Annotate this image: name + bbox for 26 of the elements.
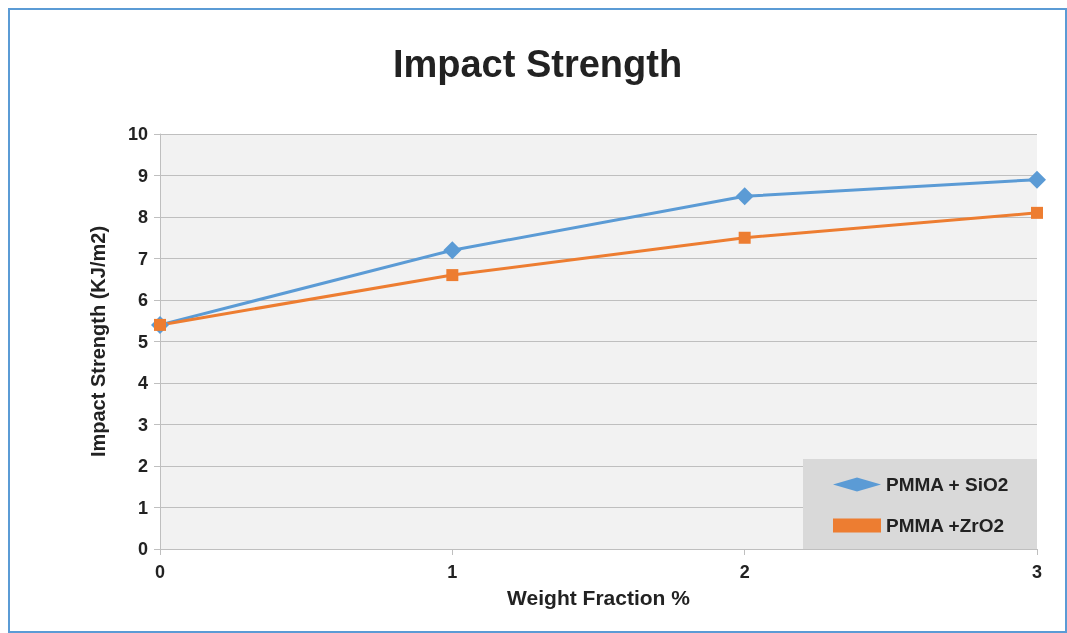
y-tick-label: 9 bbox=[137, 165, 148, 186]
y-tick-label: 4 bbox=[137, 373, 148, 393]
y-tick-label: 7 bbox=[137, 248, 148, 269]
legend-label: PMMA +ZrO2 bbox=[886, 515, 1005, 536]
point bbox=[443, 241, 462, 260]
x-tick-label: 0 bbox=[154, 562, 166, 582]
y-tick-label: 0 bbox=[137, 539, 148, 559]
y-axis-title: Impact Strength (KJ/m2) bbox=[87, 225, 109, 458]
y-tick-label: 6 bbox=[137, 290, 148, 310]
y-tick-label: 3 bbox=[137, 414, 148, 435]
x-tick-label: 1 bbox=[447, 562, 458, 582]
point bbox=[1031, 206, 1043, 219]
x-tick-label: 3 bbox=[1031, 562, 1043, 582]
y-tick-label: 5 bbox=[137, 331, 148, 352]
y-tick-label: 10 bbox=[127, 124, 148, 144]
point bbox=[1028, 170, 1046, 189]
legend-label: PMMA + SiO2 bbox=[886, 474, 1009, 495]
x-axis-title: Weight Fraction % bbox=[507, 586, 691, 609]
chart-title: Impact Strength bbox=[392, 43, 683, 85]
point bbox=[446, 269, 459, 282]
y-tick-label: 2 bbox=[137, 456, 148, 476]
x-tick-label: 2 bbox=[739, 562, 750, 582]
point bbox=[738, 231, 751, 244]
y-tick-label: 1 bbox=[137, 497, 148, 518]
y-tick-label: 8 bbox=[137, 207, 148, 227]
point bbox=[735, 187, 754, 206]
